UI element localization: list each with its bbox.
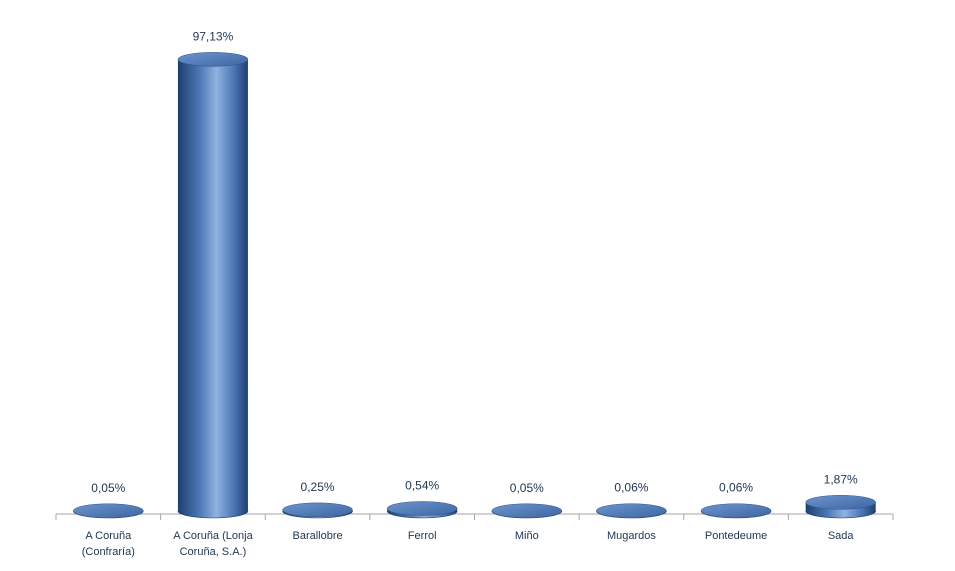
bar [805,495,876,519]
bar-top [700,503,772,518]
category-label-line: Ferrol [408,530,437,542]
data-label: 97,13% [193,29,234,43]
bar [282,502,353,519]
category-label-line: (Confraría) [82,546,135,558]
bar [491,503,563,519]
bar-bottom-rim [386,510,458,519]
data-label: 0,05% [510,481,544,495]
category-label-line: Sada [828,530,855,542]
category-label: A Coruña (Lonja Coruña, S.A.) [173,530,253,558]
bar-top [282,502,353,518]
category-labels: A Coruña (Confraría) A Coruña (Lonja Coruña… [82,530,855,558]
bar-top [386,501,458,516]
bar-bottom-rim [177,510,249,519]
category-label-line: A Coruña (Lonja [173,530,253,542]
data-label: 0,05% [91,481,125,495]
bar-body [177,59,248,519]
category-label: Mugardos [607,530,656,542]
data-label: 0,25% [301,480,335,494]
data-label: 0,06% [719,481,753,495]
category-label: Sada [828,530,855,542]
category-label: Miño [515,530,539,542]
bar-bottom-rim [282,510,353,519]
bar [177,52,249,519]
category-label-line: A Coruña [85,530,132,542]
category-label: Barallobre [292,530,342,542]
bar-top [73,503,144,519]
category-label-line: Mugardos [607,530,656,542]
bar-top [491,503,563,519]
x-axis [55,513,894,520]
category-label-line: Barallobre [292,530,342,542]
bar [700,503,772,519]
bar-top [805,495,876,510]
data-label: 1,87% [824,472,858,486]
category-label: Pontedeume [705,530,767,542]
category-label-line: Pontedeume [705,530,767,542]
bar-top [596,503,667,518]
bar [596,503,667,519]
bar [73,503,144,519]
category-label-line: Coruña, S.A.) [180,546,247,558]
bars [73,52,876,519]
category-label: A Coruña (Confraría) [82,530,135,558]
category-label-line: Miño [515,530,539,542]
data-labels: 0,05% 97,13% 0,25% 0,54% 0,05% 0,06% 0,06% 1,87… [91,29,858,494]
bar-top [177,52,249,67]
bar [386,501,458,519]
bar-bottom-rim [805,510,876,519]
data-label: 0,06% [614,481,648,495]
data-label: 0,54% [405,478,439,492]
category-label: Ferrol [408,530,437,542]
